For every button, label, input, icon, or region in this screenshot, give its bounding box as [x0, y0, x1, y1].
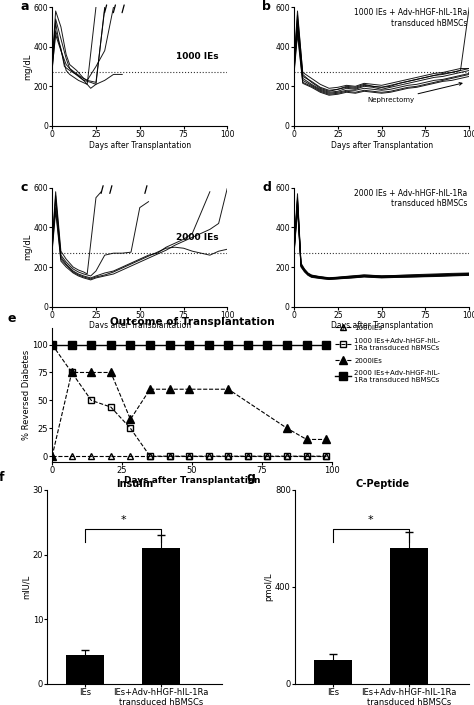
- X-axis label: Days after Transplantation: Days after Transplantation: [330, 140, 433, 149]
- Title: C-Peptide: C-Peptide: [355, 479, 409, 489]
- Text: Nephrectomy: Nephrectomy: [368, 82, 462, 103]
- Text: b: b: [263, 0, 271, 13]
- Text: 1000 IEs: 1000 IEs: [176, 52, 219, 61]
- Text: 1000 IEs + Adv-hHGF-hIL-1Ra
transduced hBMSCs: 1000 IEs + Adv-hHGF-hIL-1Ra transduced h…: [354, 8, 467, 27]
- Text: a: a: [20, 0, 29, 13]
- X-axis label: Days after Transplantation: Days after Transplantation: [330, 321, 433, 330]
- Bar: [142, 548, 180, 684]
- X-axis label: Days after Transplantation: Days after Transplantation: [89, 140, 191, 149]
- X-axis label: Days after Transplantation: Days after Transplantation: [89, 321, 191, 330]
- Text: *: *: [120, 515, 126, 525]
- Text: d: d: [263, 180, 271, 194]
- Text: g: g: [246, 471, 255, 484]
- Y-axis label: mIU/L: mIU/L: [22, 575, 31, 599]
- Text: c: c: [20, 180, 28, 194]
- Text: *: *: [368, 515, 374, 525]
- Text: f: f: [0, 471, 4, 484]
- Text: e: e: [8, 312, 16, 325]
- X-axis label: Days after Transplantation: Days after Transplantation: [124, 477, 260, 485]
- Y-axis label: mg/dL: mg/dL: [23, 54, 32, 80]
- Legend: 1000IEs, 1000 IEs+Adv-hHGF-hIL-
1Ra transduced hBMSCs, 2000IEs, 2000 IEs+Adv-hHG: 1000IEs, 1000 IEs+Adv-hHGF-hIL- 1Ra tran…: [335, 324, 440, 384]
- Title: Outcome of Transplantation: Outcome of Transplantation: [109, 317, 274, 327]
- Text: 2000 IEs: 2000 IEs: [176, 233, 219, 242]
- Title: Insulin: Insulin: [116, 479, 153, 489]
- Y-axis label: % Reversed Diabetes: % Reversed Diabetes: [22, 350, 31, 440]
- Y-axis label: mg/dL: mg/dL: [23, 234, 32, 260]
- Bar: [390, 548, 428, 684]
- Bar: [66, 655, 104, 684]
- Y-axis label: pmol/L: pmol/L: [264, 572, 273, 601]
- Bar: [314, 660, 352, 684]
- Text: 2000 IEs + Adv-hHGF-hIL-1Ra
transduced hBMSCs: 2000 IEs + Adv-hHGF-hIL-1Ra transduced h…: [354, 189, 467, 209]
